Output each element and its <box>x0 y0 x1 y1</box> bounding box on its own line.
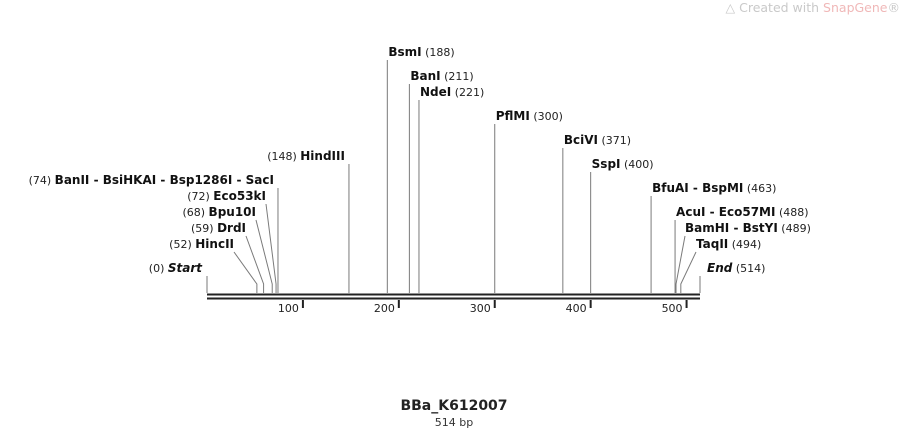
enzyme-name: BsmI <box>388 45 421 59</box>
leader-line <box>680 251 697 293</box>
site-position: (371) <box>598 134 631 147</box>
site-label: BamHI - BstYI (489) <box>685 221 811 235</box>
sequence-length: 514 bp <box>434 416 474 429</box>
site-position: (400) <box>621 158 654 171</box>
site-position: (463) <box>743 182 776 195</box>
site-label: (59) DrdI <box>191 221 246 235</box>
enzyme-name: - BstYI <box>729 221 778 235</box>
site-label: AcuI - Eco57MI (488) <box>676 205 809 219</box>
site-position: (494) <box>728 238 761 251</box>
site-label: (68) Bpu10I <box>182 205 256 219</box>
site-label: (74) BanII - BsiHKAI - Bsp1286I - SacI <box>29 173 274 187</box>
site-position: (488) <box>775 206 808 219</box>
enzyme-name: BfuAI <box>652 181 689 195</box>
watermark-mark: ® <box>887 0 901 15</box>
enzyme-name: - Eco57MI <box>705 205 775 219</box>
leader-line <box>265 203 277 293</box>
start-label: (0) Start <box>149 261 203 275</box>
enzyme-name: - Bsp1286I <box>156 173 232 187</box>
sequence-name: BBa_K612007 <box>400 398 508 414</box>
enzyme-name: HindIII <box>300 149 345 163</box>
site-position: (211) <box>441 70 474 83</box>
site-label: (148) HindIII <box>267 149 345 163</box>
leader-line <box>233 251 258 293</box>
site-label: NdeI (221) <box>420 85 484 99</box>
site-label: PflMI (300) <box>496 109 563 123</box>
enzyme-name: DrdI <box>217 221 246 235</box>
site-label: (52) HincII <box>169 237 234 251</box>
site-label: BsmI (188) <box>388 45 454 59</box>
axis-tick-label: 300 <box>470 302 491 315</box>
site-position: (52) <box>169 238 195 251</box>
site-label: (72) Eco53kI <box>187 189 266 203</box>
enzyme-name: BanI <box>410 69 440 83</box>
site-label: TaqII (494) <box>696 237 761 251</box>
enzyme-name: BamHI <box>685 221 729 235</box>
enzyme-name: PflMI <box>496 109 530 123</box>
site-position: (188) <box>422 46 455 59</box>
enzyme-name: - BspMI <box>689 181 744 195</box>
site-position: (74) <box>29 174 55 187</box>
site-position: (489) <box>778 222 811 235</box>
watermark-brand: SnapGene <box>823 0 888 15</box>
end-name: Start <box>168 261 203 275</box>
site-position: (68) <box>182 206 208 219</box>
site-position: (300) <box>530 110 563 123</box>
enzyme-name: SspI <box>592 157 621 171</box>
site-label: BanI (211) <box>410 69 473 83</box>
axis-tick-label: 100 <box>278 302 299 315</box>
site-label: BciVI (371) <box>564 133 631 147</box>
snapgene-watermark: △ Created with SnapGene® <box>726 0 901 15</box>
enzyme-name: AcuI <box>676 205 705 219</box>
axis-tick-label: 400 <box>566 302 587 315</box>
enzyme-name: HincII <box>195 237 234 251</box>
axis-tick-label: 200 <box>374 302 395 315</box>
leader-line <box>245 235 265 293</box>
enzyme-name: TaqII <box>696 237 728 251</box>
enzyme-name: - SacI <box>232 173 274 187</box>
enzyme-name: Bpu10I <box>209 205 256 219</box>
leader-line <box>255 219 273 293</box>
enzyme-name: NdeI <box>420 85 451 99</box>
site-position: (59) <box>191 222 217 235</box>
snapgene-logo-icon: △ <box>725 0 736 15</box>
enzyme-name: Eco53kI <box>213 189 266 203</box>
end-position: (0) <box>149 262 168 275</box>
site-label: BfuAI - BspMI (463) <box>652 181 776 195</box>
enzyme-name: BanII <box>55 173 90 187</box>
enzyme-name: - BsiHKAI <box>89 173 156 187</box>
end-label: End (514) <box>707 261 765 275</box>
site-label: SspI (400) <box>592 157 654 171</box>
watermark-prefix: Created with <box>739 0 824 15</box>
site-position: (72) <box>187 190 213 203</box>
end-position: (514) <box>732 262 765 275</box>
site-position: (148) <box>267 150 300 163</box>
axis-tick-label: 500 <box>662 302 683 315</box>
site-position: (221) <box>451 86 484 99</box>
leader-line <box>675 235 686 293</box>
enzyme-name: BciVI <box>564 133 598 147</box>
end-name: End <box>707 261 733 275</box>
